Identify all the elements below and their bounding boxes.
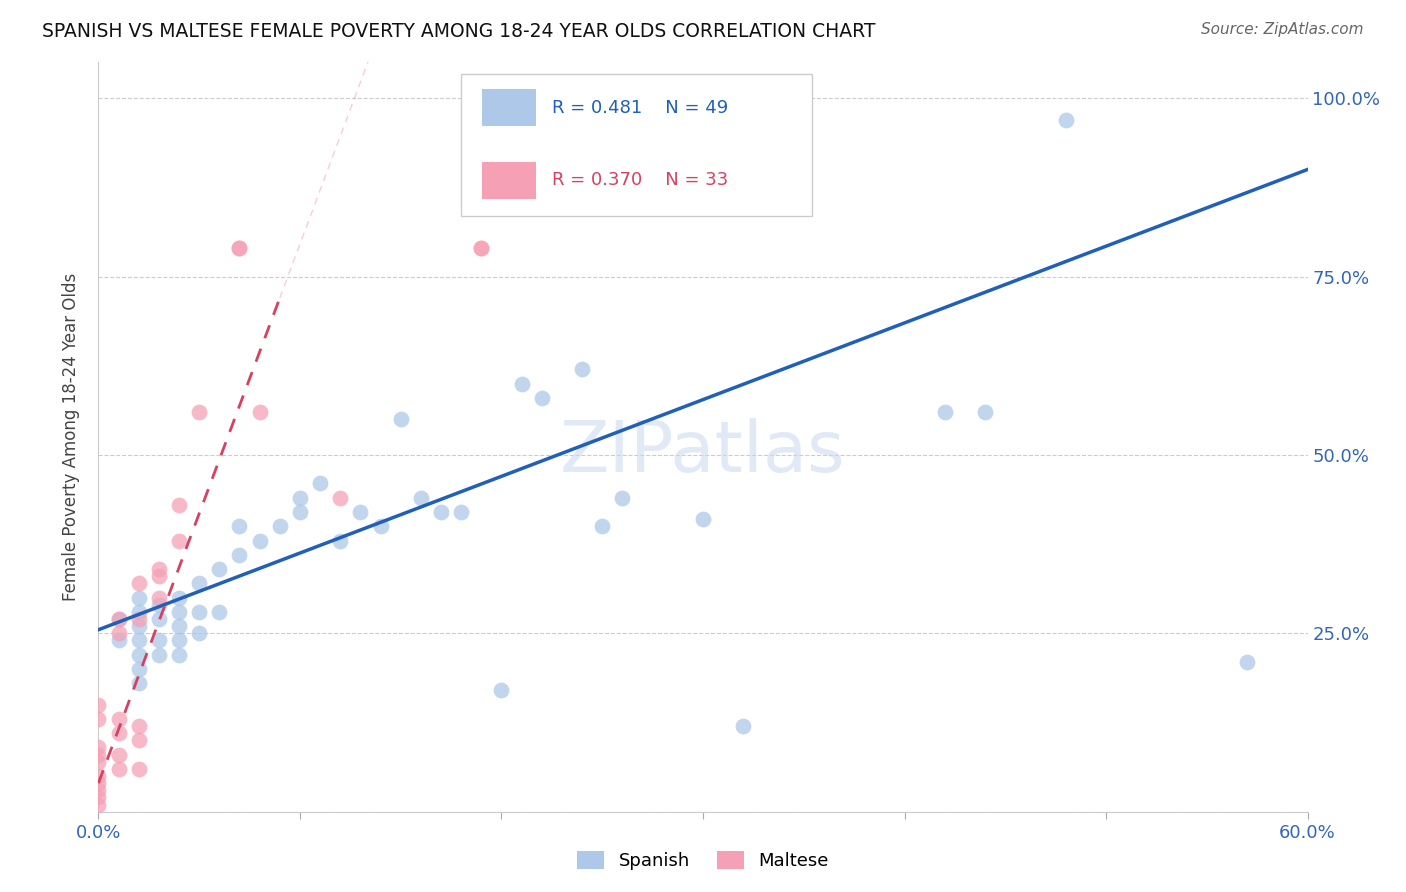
Point [167,619,190,633]
Point [692,512,714,526]
Point [934,405,956,419]
Point [249,405,271,419]
Point [148,591,170,605]
FancyBboxPatch shape [461,74,811,216]
Point [148,562,170,576]
Legend: Spanish, Maltese: Spanish, Maltese [576,851,830,870]
Point [430,505,453,519]
Point [167,533,190,548]
Point [128,633,150,648]
Point [1054,112,1077,127]
Point [974,405,997,419]
Point [188,405,211,419]
Point [530,391,553,405]
Point [249,533,271,548]
Point [167,633,190,648]
Point [228,241,250,255]
Point [128,576,150,591]
Point [470,241,492,255]
Y-axis label: Female Poverty Among 18-24 Year Olds: Female Poverty Among 18-24 Year Olds [62,273,80,601]
Point [188,626,211,640]
Point [107,762,129,776]
Point [228,519,250,533]
Bar [482,89,536,126]
Point [329,533,352,548]
Point [128,762,150,776]
Point [87,747,110,762]
Point [128,648,150,662]
Point [208,605,231,619]
Text: R = 0.370    N = 33: R = 0.370 N = 33 [551,171,728,189]
Point [510,376,533,391]
Point [107,747,129,762]
Point [87,712,110,726]
Point [288,491,311,505]
Point [450,505,472,519]
Point [208,562,231,576]
Point [107,612,129,626]
Point [128,662,150,676]
Point [167,498,190,512]
Point [87,790,110,805]
Text: SPANISH VS MALTESE FEMALE POVERTY AMONG 18-24 YEAR OLDS CORRELATION CHART: SPANISH VS MALTESE FEMALE POVERTY AMONG … [42,22,876,41]
Point [612,491,634,505]
Point [107,626,129,640]
Point [107,712,129,726]
Point [370,519,392,533]
Point [87,776,110,790]
Point [329,491,352,505]
Point [128,619,150,633]
Point [167,591,190,605]
Point [491,683,513,698]
Point [107,633,129,648]
Point [148,598,170,612]
Point [87,783,110,797]
Point [107,612,129,626]
Point [107,726,129,740]
Point [288,505,311,519]
Point [571,362,593,376]
Point [228,548,250,562]
Point [87,755,110,769]
Point [349,505,371,519]
Point [128,676,150,690]
Point [148,612,170,626]
Point [409,491,432,505]
Point [128,719,150,733]
Point [167,648,190,662]
Point [188,576,211,591]
Point [188,605,211,619]
Text: Source: ZipAtlas.com: Source: ZipAtlas.com [1201,22,1364,37]
Point [148,569,170,583]
Point [148,633,170,648]
Point [87,740,110,755]
Point [591,519,613,533]
Point [733,719,755,733]
Point [1236,655,1258,669]
Point [87,797,110,812]
Point [128,605,150,619]
Point [148,648,170,662]
Bar [482,161,536,199]
Point [309,476,332,491]
Point [87,698,110,712]
Text: R = 0.481    N = 49: R = 0.481 N = 49 [551,99,728,117]
Text: ZIPatlas: ZIPatlas [560,417,846,486]
Point [269,519,291,533]
Point [128,733,150,747]
Point [167,605,190,619]
Point [470,241,492,255]
Point [128,612,150,626]
Point [389,412,412,426]
Point [128,591,150,605]
Point [228,241,250,255]
Point [87,769,110,783]
